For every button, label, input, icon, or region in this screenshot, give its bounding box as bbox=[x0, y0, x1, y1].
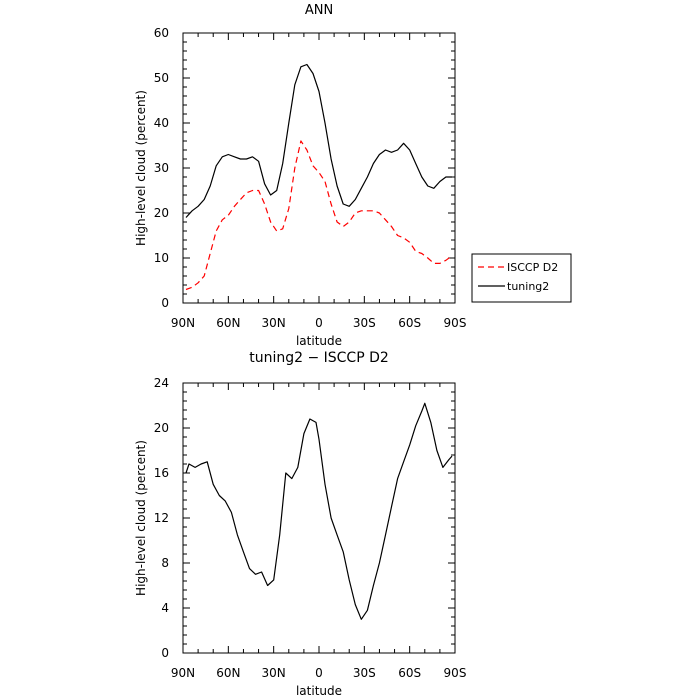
top-chart-panel: ANN 90N 60N 30N 0 30S 60S 90S 0 10 20 30 40 50 60 la… bbox=[134, 3, 572, 348]
bottom-chart-panel: tuning2 − ISCCP D2 90N 60N 30N 0 30S 60S 90S 0… bbox=[134, 350, 466, 698]
top-x-tick-label: 60S bbox=[398, 316, 421, 330]
bottom-y-tick-label: 0 bbox=[161, 646, 169, 660]
top-x-axis-label: latitude bbox=[296, 334, 342, 348]
top-y-tick-label: 20 bbox=[154, 206, 169, 220]
bottom-y-tick-labels: 0 4 8 12 16 20 24 bbox=[154, 376, 169, 660]
bottom-y-tick-label: 20 bbox=[154, 421, 169, 435]
top-y-tick-labels: 0 10 20 30 40 50 60 bbox=[154, 26, 169, 310]
bottom-series-line-0 bbox=[185, 402, 453, 620]
top-y-tick-label: 0 bbox=[161, 296, 169, 310]
top-series-line-tuning2 bbox=[185, 63, 452, 218]
chart-legend: ISCCP D2 tuning2 bbox=[471, 253, 572, 303]
legend-label-tuning2: tuning2 bbox=[507, 280, 549, 293]
bottom-x-tick-label: 60N bbox=[216, 666, 240, 680]
bottom-plot-frame bbox=[182, 382, 456, 654]
bottom-y-tick-label: 12 bbox=[154, 511, 169, 525]
bottom-x-axis-label: latitude bbox=[296, 684, 342, 698]
top-series-line-isccp-d2 bbox=[185, 140, 453, 291]
bottom-x-tick-label: 90N bbox=[171, 666, 195, 680]
top-x-tick-label: 0 bbox=[315, 316, 323, 330]
top-x-tick-labels: 90N 60N 30N 0 30S 60S 90S bbox=[171, 316, 467, 330]
bottom-x-tick-label: 30N bbox=[262, 666, 286, 680]
top-chart-title: ANN bbox=[305, 3, 333, 18]
top-tick-marks bbox=[182, 32, 456, 304]
top-series-lines bbox=[185, 63, 453, 291]
top-x-tick-label: 90S bbox=[444, 316, 467, 330]
bottom-x-tick-label: 60S bbox=[398, 666, 421, 680]
top-y-tick-label: 50 bbox=[154, 71, 169, 85]
top-y-tick-label: 30 bbox=[154, 161, 169, 175]
bottom-y-tick-label: 4 bbox=[161, 601, 169, 615]
bottom-tick-marks bbox=[182, 382, 456, 654]
bottom-x-tick-labels: 90N 60N 30N 0 30S 60S 90S bbox=[171, 666, 467, 680]
bottom-x-tick-label: 90S bbox=[444, 666, 467, 680]
top-x-tick-label: 60N bbox=[216, 316, 240, 330]
top-y-tick-label: 10 bbox=[154, 251, 169, 265]
bottom-x-tick-label: 0 bbox=[315, 666, 323, 680]
legend-box bbox=[471, 253, 572, 303]
top-y-tick-label: 40 bbox=[154, 116, 169, 130]
top-x-tick-label: 90N bbox=[171, 316, 195, 330]
top-x-tick-label: 30S bbox=[353, 316, 376, 330]
bottom-x-tick-label: 30S bbox=[353, 666, 376, 680]
top-y-tick-label: 60 bbox=[154, 26, 169, 40]
top-plot-frame bbox=[182, 32, 456, 304]
bottom-chart-title: tuning2 − ISCCP D2 bbox=[249, 350, 389, 366]
top-x-tick-label: 30N bbox=[262, 316, 286, 330]
bottom-y-tick-label: 24 bbox=[154, 376, 169, 390]
bottom-y-tick-label: 8 bbox=[161, 556, 169, 570]
top-y-axis-label: High-level cloud (percent) bbox=[134, 90, 148, 246]
legend-label-isccp-d2: ISCCP D2 bbox=[507, 261, 558, 274]
bottom-series-lines bbox=[185, 402, 453, 620]
bottom-y-axis-label: High-level cloud (percent) bbox=[134, 440, 148, 596]
bottom-y-tick-label: 16 bbox=[154, 466, 169, 480]
